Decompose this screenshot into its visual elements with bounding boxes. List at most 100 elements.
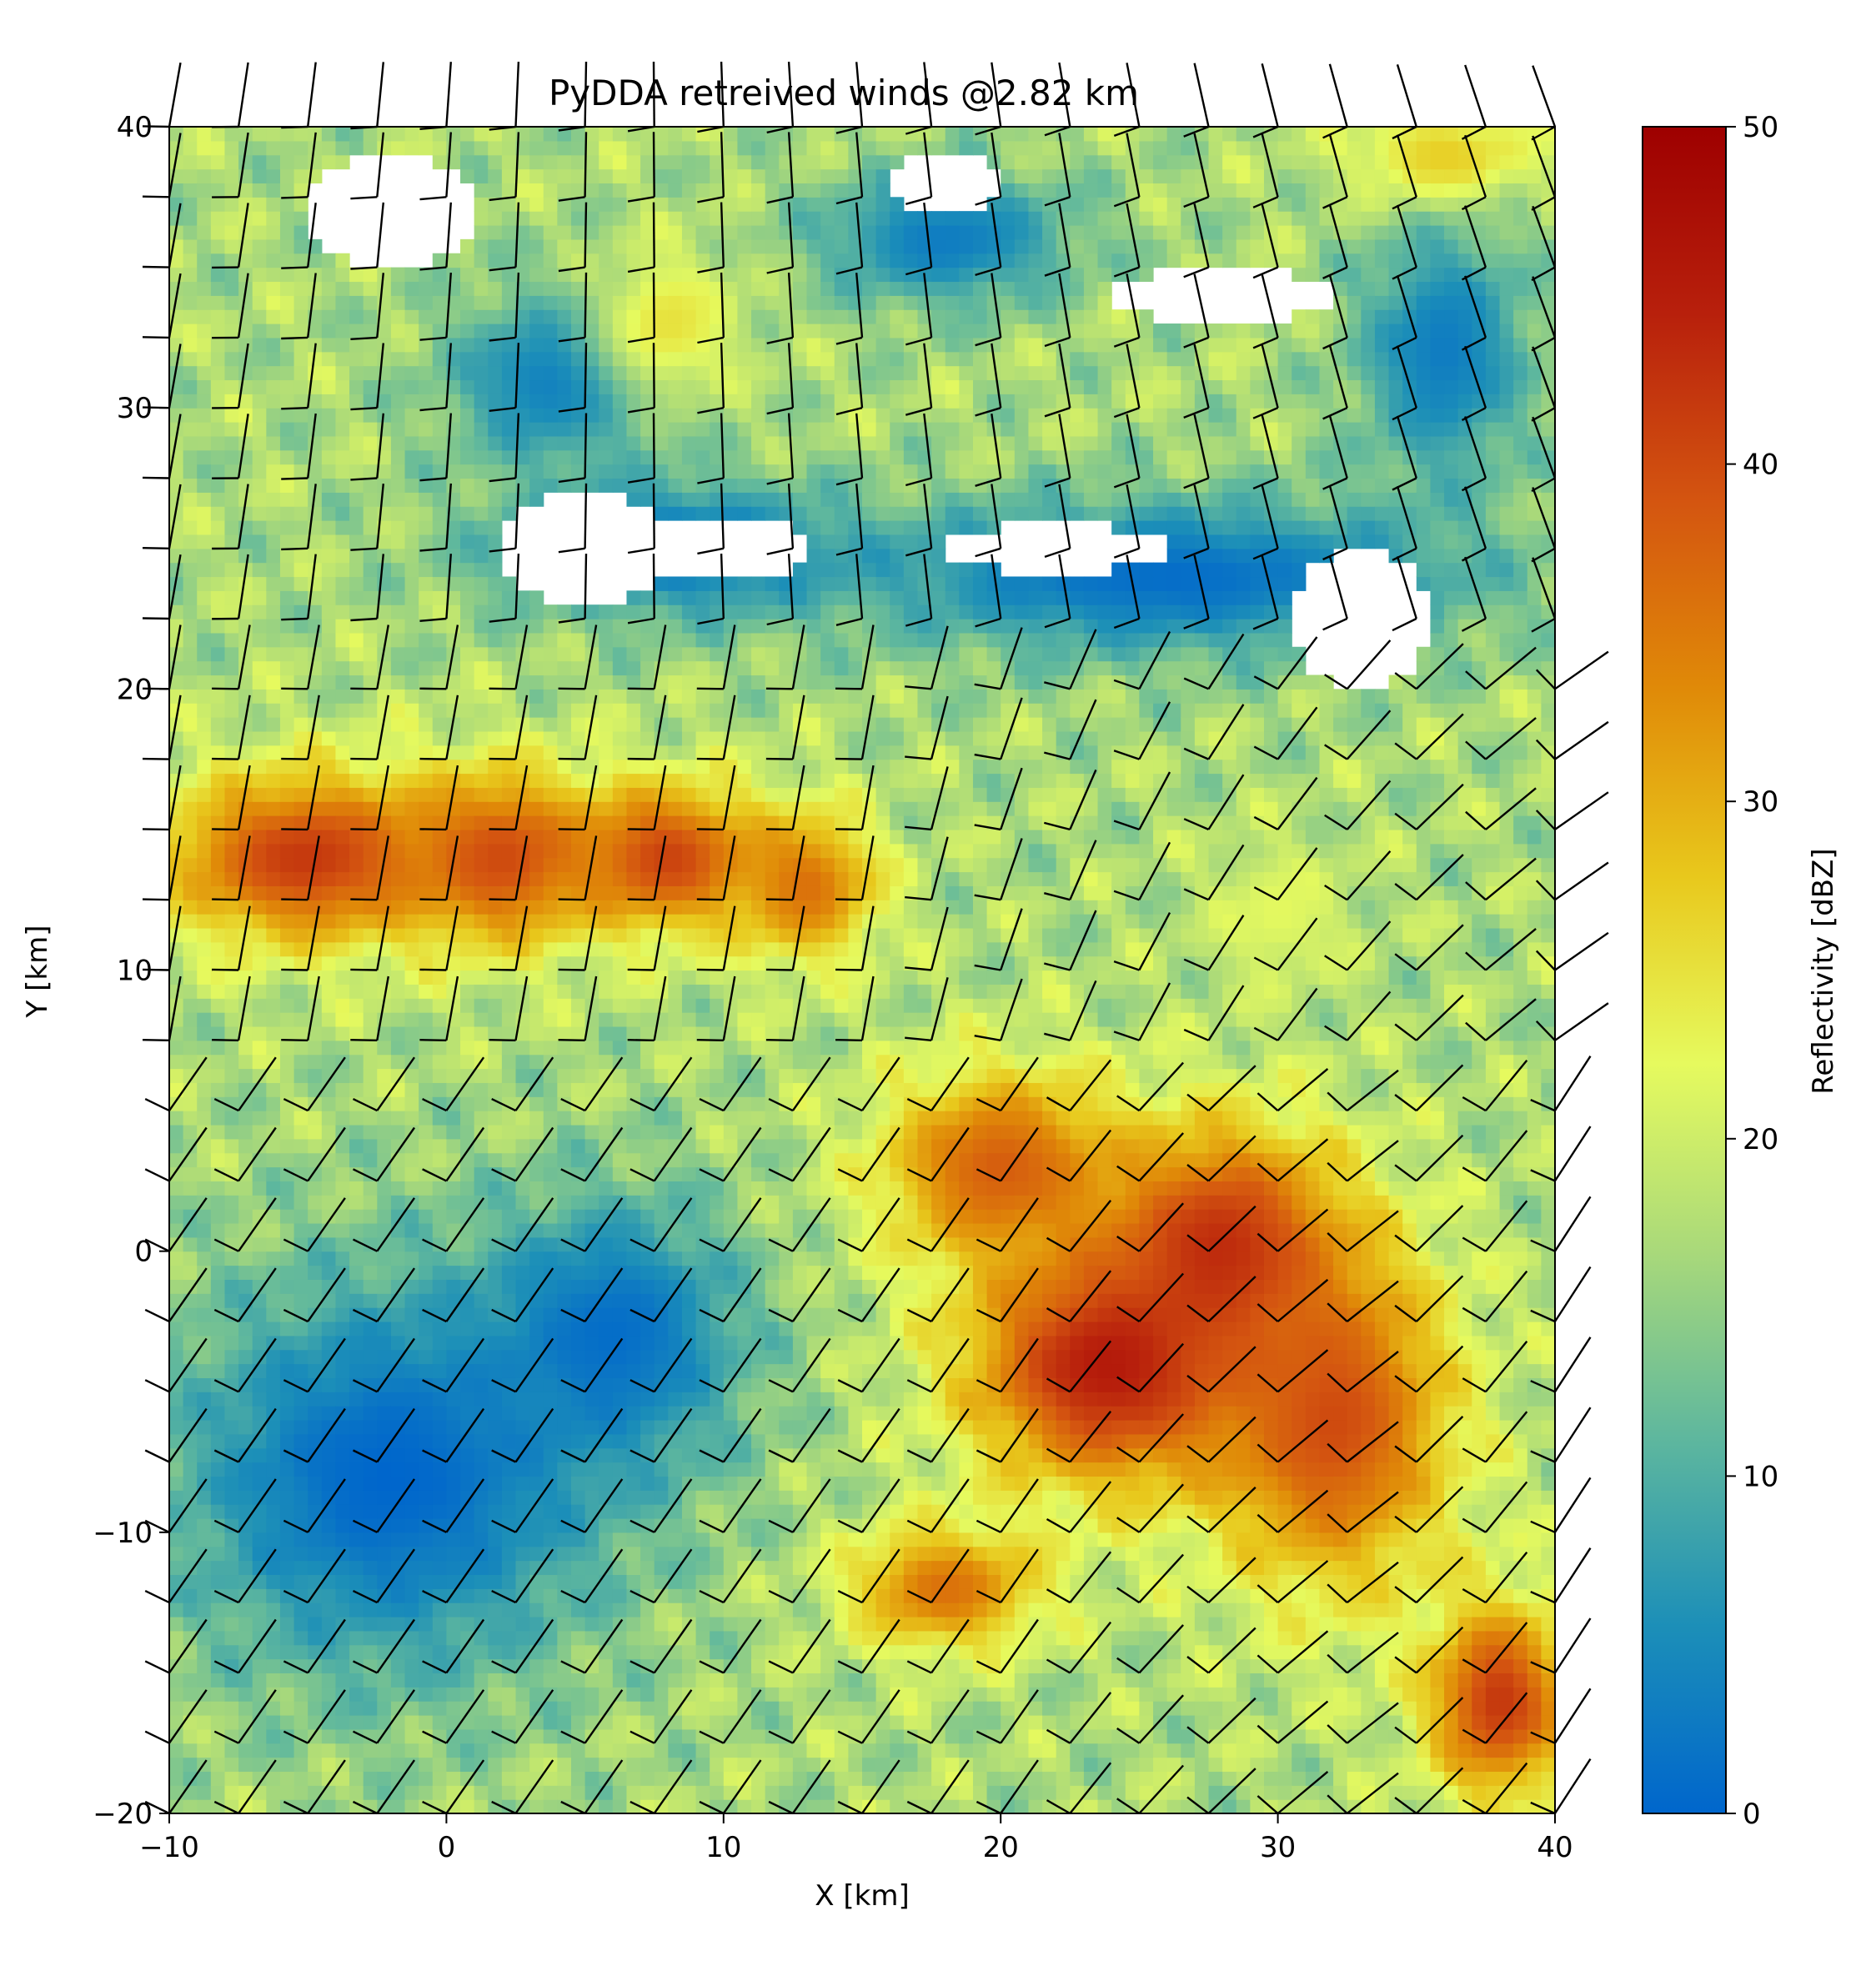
heatmap-cell: [612, 1517, 628, 1533]
heatmap-cell: [252, 1504, 267, 1519]
heatmap-cell: [210, 211, 226, 226]
heatmap-cell: [501, 225, 517, 240]
heatmap-cell: [474, 590, 489, 605]
heatmap-cell: [570, 1701, 586, 1716]
heatmap-cell: [570, 435, 586, 451]
heatmap-cell: [460, 1152, 475, 1168]
heatmap-cell: [612, 323, 628, 339]
heatmap-cell: [210, 464, 226, 479]
heatmap-cell: [183, 1152, 198, 1168]
heatmap-cell: [169, 1265, 184, 1280]
heatmap-cell: [543, 197, 558, 212]
heatmap-cell: [363, 815, 378, 830]
heatmap-cell: [723, 337, 739, 353]
heatmap-cell: [668, 1265, 683, 1280]
heatmap-cell: [363, 885, 378, 900]
heatmap-cell: [210, 1546, 226, 1562]
heatmap-cell: [197, 534, 212, 549]
heatmap-cell: [695, 1701, 710, 1716]
heatmap-cell: [224, 646, 239, 662]
heatmap-cell: [599, 717, 614, 732]
heatmap-cell: [599, 267, 614, 283]
heatmap-cell: [419, 1082, 434, 1097]
heatmap-cell: [515, 379, 530, 394]
heatmap-cell: [210, 632, 226, 648]
heatmap-cell: [252, 604, 267, 619]
heatmap-cell: [363, 1462, 378, 1477]
heatmap-cell: [335, 253, 350, 268]
heatmap-cell: [599, 1785, 614, 1800]
heatmap-cell: [432, 562, 447, 578]
heatmap-cell: [570, 183, 586, 198]
heatmap-cell: [169, 955, 184, 971]
heatmap-cell: [515, 309, 530, 324]
heatmap-cell: [363, 745, 378, 760]
heatmap-cell: [446, 1392, 461, 1407]
heatmap-cell: [751, 337, 766, 353]
heatmap-cell: [293, 1124, 308, 1140]
heatmap-cell: [488, 927, 503, 943]
heatmap-cell: [501, 900, 517, 915]
heatmap-cell: [390, 1588, 406, 1603]
heatmap-cell: [432, 590, 447, 605]
heatmap-cell: [210, 1616, 226, 1632]
heatmap-cell: [349, 1616, 364, 1632]
heatmap-cell: [266, 1785, 281, 1800]
heatmap-cell: [252, 1476, 267, 1491]
heatmap-cell: [266, 422, 281, 437]
heatmap-cell: [474, 1321, 489, 1337]
heatmap-cell: [681, 183, 697, 198]
heatmap-cell: [488, 604, 503, 619]
heatmap-cell: [612, 127, 628, 142]
heatmap-cell: [474, 464, 489, 479]
heatmap-cell: [432, 787, 447, 802]
heatmap-cell: [183, 689, 198, 704]
heatmap-cell: [293, 1757, 308, 1773]
heatmap-cell: [626, 211, 641, 226]
heatmap-cell: [419, 140, 434, 156]
heatmap-cell: [335, 127, 350, 142]
heatmap-cell: [363, 464, 378, 479]
heatmap-cell: [321, 857, 337, 873]
heatmap-cell: [390, 506, 406, 521]
heatmap-cell: [654, 1743, 669, 1758]
heatmap-cell: [252, 1335, 267, 1351]
heatmap-cell: [279, 1068, 295, 1083]
heatmap-cell: [751, 1630, 766, 1646]
heatmap-cell: [543, 815, 558, 830]
heatmap-cell: [183, 1658, 198, 1674]
heatmap-cell: [599, 914, 614, 929]
heatmap-cell: [668, 422, 683, 437]
heatmap-cell: [557, 1026, 572, 1041]
heatmap-cell: [252, 759, 267, 775]
heatmap-cell: [599, 941, 614, 957]
heatmap-cell: [197, 1026, 212, 1041]
heatmap-cell: [224, 449, 239, 465]
heatmap-cell: [529, 253, 544, 268]
heatmap-cell: [169, 435, 184, 451]
heatmap-cell: [238, 675, 253, 690]
heatmap-cell: [488, 1673, 503, 1688]
heatmap-cell: [419, 829, 434, 845]
heatmap-cell: [723, 1321, 739, 1337]
heatmap-cell: [474, 1082, 489, 1097]
heatmap-cell: [668, 1392, 683, 1407]
heatmap-cell: [169, 1490, 184, 1505]
heatmap-cell: [723, 1673, 739, 1688]
heatmap-cell: [183, 154, 198, 170]
heatmap-cell: [238, 183, 253, 198]
heatmap-cell: [363, 1673, 378, 1688]
heatmap-cell: [501, 675, 517, 690]
heatmap-cell: [210, 1490, 226, 1505]
heatmap-cell: [612, 422, 628, 437]
heatmap-cell: [515, 1068, 530, 1083]
heatmap-cell: [626, 955, 641, 971]
heatmap-cell: [293, 1560, 308, 1576]
heatmap-cell: [695, 351, 710, 367]
heatmap-cell: [224, 1279, 239, 1294]
heatmap-cell: [654, 435, 669, 451]
heatmap-cell: [432, 1743, 447, 1758]
heatmap-cell: [252, 464, 267, 479]
heatmap-cell: [419, 1532, 434, 1547]
heatmap-cell: [308, 619, 323, 634]
